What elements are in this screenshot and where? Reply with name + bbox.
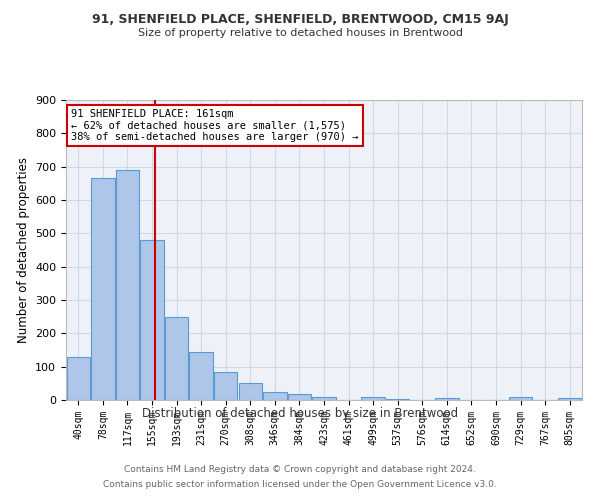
Bar — [116, 170, 139, 400]
Bar — [239, 384, 262, 400]
Bar — [91, 178, 115, 400]
Bar — [140, 240, 164, 400]
Text: Contains public sector information licensed under the Open Government Licence v3: Contains public sector information licen… — [103, 480, 497, 489]
Bar — [190, 352, 213, 400]
Bar — [509, 398, 532, 400]
Text: Contains HM Land Registry data © Crown copyright and database right 2024.: Contains HM Land Registry data © Crown c… — [124, 465, 476, 474]
Bar — [263, 392, 287, 400]
Bar — [313, 396, 335, 400]
Bar — [361, 398, 385, 400]
Bar — [165, 318, 188, 400]
Bar — [435, 398, 458, 400]
Text: 91, SHENFIELD PLACE, SHENFIELD, BRENTWOOD, CM15 9AJ: 91, SHENFIELD PLACE, SHENFIELD, BRENTWOO… — [92, 12, 508, 26]
Bar — [67, 356, 90, 400]
Text: Size of property relative to detached houses in Brentwood: Size of property relative to detached ho… — [137, 28, 463, 38]
Y-axis label: Number of detached properties: Number of detached properties — [17, 157, 29, 343]
Bar — [214, 372, 238, 400]
Text: Distribution of detached houses by size in Brentwood: Distribution of detached houses by size … — [142, 408, 458, 420]
Text: 91 SHENFIELD PLACE: 161sqm
← 62% of detached houses are smaller (1,575)
38% of s: 91 SHENFIELD PLACE: 161sqm ← 62% of deta… — [71, 109, 359, 142]
Bar — [386, 399, 409, 400]
Bar — [288, 394, 311, 400]
Bar — [558, 398, 581, 400]
